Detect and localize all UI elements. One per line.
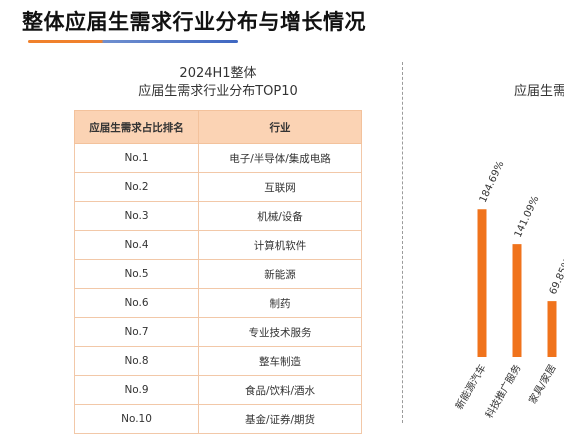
industry-cell: 计算机软件	[198, 230, 362, 260]
table-row: No.8 整车制造	[74, 346, 362, 376]
industry-cell: 专业技术服务	[198, 317, 362, 347]
table-row: No.7 专业技术服务	[74, 317, 362, 347]
chart-heading: 应届生需	[514, 84, 564, 99]
table-row: No.4 计算机软件	[74, 230, 362, 260]
table-heading-line2: 应届生需求行业分布TOP10	[138, 84, 298, 99]
category-label: 新能源汽车	[452, 362, 488, 412]
industry-cell: 互联网	[198, 172, 362, 202]
rank-cell: No.7	[74, 317, 199, 347]
rank-cell: No.9	[74, 375, 199, 405]
panel-divider	[402, 62, 403, 423]
industry-cell: 基金/证券/期货	[198, 404, 362, 434]
rank-cell: No.2	[74, 172, 199, 202]
table-row: No.2 互联网	[74, 172, 362, 202]
bar	[547, 301, 557, 357]
industry-cell: 新能源	[198, 259, 362, 289]
data-label: 69.85%	[548, 257, 564, 296]
rank-cell: No.10	[74, 404, 199, 434]
data-label: 184.69%	[478, 160, 507, 205]
industry-ranking-table: 应届生需求占比排名 行业 No.1 电子/半导体/集成电路 No.2 互联网 No.…	[74, 110, 362, 434]
industry-cell: 电子/半导体/集成电路	[198, 143, 362, 173]
industry-cell: 整车制造	[198, 346, 362, 376]
rank-cell: No.1	[74, 143, 199, 173]
industry-cell: 食品/饮料/酒水	[198, 375, 362, 405]
category-label: 科技推广服务	[482, 362, 523, 420]
rank-cell: No.5	[74, 259, 199, 289]
table-row: No.5 新能源	[74, 259, 362, 289]
rank-cell: No.6	[74, 288, 199, 318]
rank-cell: No.4	[74, 230, 199, 260]
industry-cell: 机械/设备	[198, 201, 362, 231]
rank-cell: No.3	[74, 201, 199, 231]
table-row: No.10 基金/证券/期货	[74, 404, 362, 434]
table-row: No.1 电子/半导体/集成电路	[74, 143, 362, 173]
title-underline	[28, 40, 238, 43]
table-row: No.3 机械/设备	[74, 201, 362, 231]
table-heading-line1: 2024H1整体	[179, 66, 257, 81]
industry-cell: 制药	[198, 288, 362, 318]
column-header-rank: 应届生需求占比排名	[74, 110, 199, 144]
table-header-row: 应届生需求占比排名 行业	[74, 110, 362, 144]
table-row: No.9 食品/饮料/酒水	[74, 375, 362, 405]
category-label: 家具/家居	[526, 362, 559, 406]
bar	[512, 244, 522, 357]
rank-cell: No.8	[74, 346, 199, 376]
data-label: 141.09%	[513, 194, 542, 239]
table-row: No.6 制药	[74, 288, 362, 318]
page-title: 整体应届生需求行业分布与增长情况	[22, 10, 366, 34]
column-header-industry: 行业	[198, 110, 362, 144]
bar	[477, 209, 487, 357]
